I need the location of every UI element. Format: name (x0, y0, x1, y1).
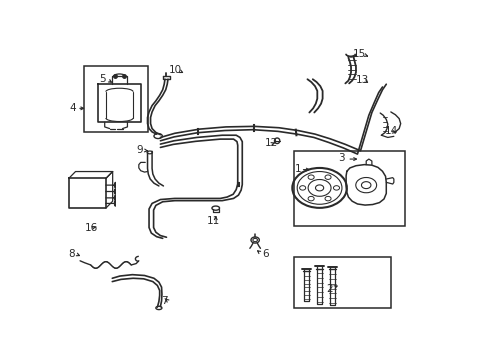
Bar (294, 151, 405, 226)
Text: 15: 15 (352, 49, 366, 59)
Text: 9: 9 (136, 145, 142, 155)
Text: 12: 12 (264, 138, 278, 148)
Text: 6: 6 (262, 249, 268, 259)
Text: 10: 10 (169, 66, 182, 75)
Text: 1: 1 (295, 164, 301, 174)
Text: 16: 16 (84, 222, 98, 233)
Bar (84, 66, 147, 132)
Text: 14: 14 (385, 126, 398, 136)
Text: 8: 8 (68, 249, 74, 259)
Text: 11: 11 (206, 216, 220, 226)
Text: 3: 3 (337, 153, 344, 163)
Bar (294, 257, 390, 308)
Text: 13: 13 (355, 75, 368, 85)
Text: 5: 5 (99, 74, 105, 84)
Text: 2: 2 (326, 284, 332, 293)
Text: 7: 7 (161, 296, 168, 306)
Text: 4: 4 (69, 103, 76, 113)
